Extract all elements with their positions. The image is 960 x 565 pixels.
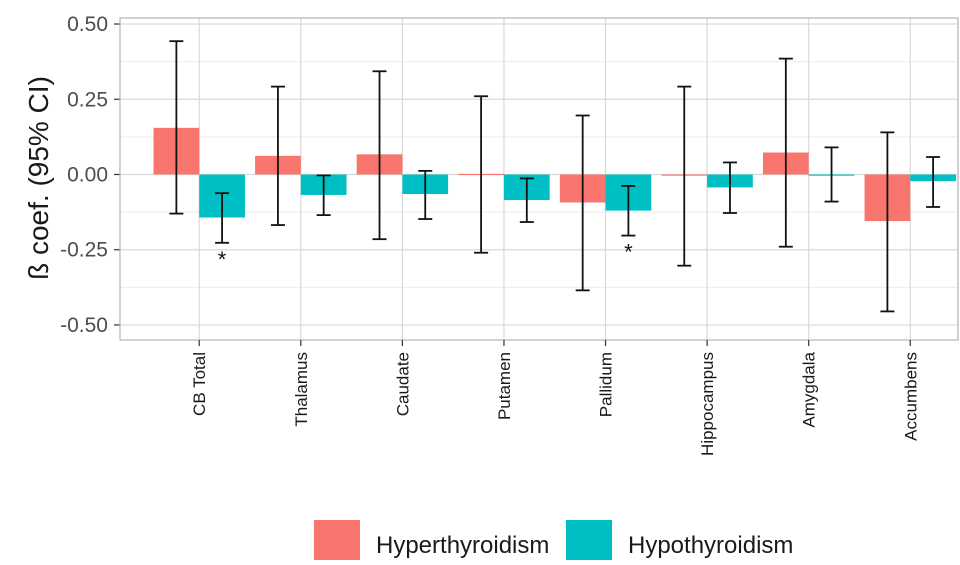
x-tick-label: Amygdala bbox=[800, 351, 819, 427]
x-tick-label: CB Total bbox=[190, 352, 209, 416]
x-tick-label: Thalamus bbox=[292, 352, 311, 427]
legend-swatch bbox=[566, 520, 612, 565]
y-tick-label: 0.00 bbox=[67, 163, 108, 186]
legend-label: Hypothyroidism bbox=[628, 532, 793, 559]
x-tick-label: Hippocampus bbox=[698, 352, 717, 456]
y-tick-label: 0.25 bbox=[67, 88, 108, 111]
legend-swatch bbox=[314, 520, 360, 565]
y-axis-label: ß coef. (95% CI) bbox=[23, 76, 54, 280]
plot-panel-border bbox=[119, 17, 959, 341]
x-tick-label: Accumbens bbox=[901, 352, 920, 441]
errorbars-layer: * * bbox=[169, 40, 941, 313]
x-tick-label: Pallidum bbox=[597, 352, 616, 417]
x-tick-label: Putamen bbox=[495, 352, 514, 420]
x-tick-label: Caudate bbox=[393, 352, 412, 416]
significance-marker: * bbox=[218, 247, 227, 272]
legend-label: Hyperthyroidism bbox=[376, 532, 549, 559]
y-tick-label: 0.50 bbox=[67, 13, 108, 36]
significance-marker: * bbox=[624, 240, 633, 265]
y-tick-label: -0.25 bbox=[60, 239, 108, 262]
axis-layer: 0.50 0.25 0.00 -0.25 -0.50 CB Total Thalamus Ca… bbox=[60, 13, 959, 456]
legend: Hyperthyroidism Hypothyroidism bbox=[314, 520, 793, 565]
y-tick-label: -0.50 bbox=[60, 314, 108, 337]
